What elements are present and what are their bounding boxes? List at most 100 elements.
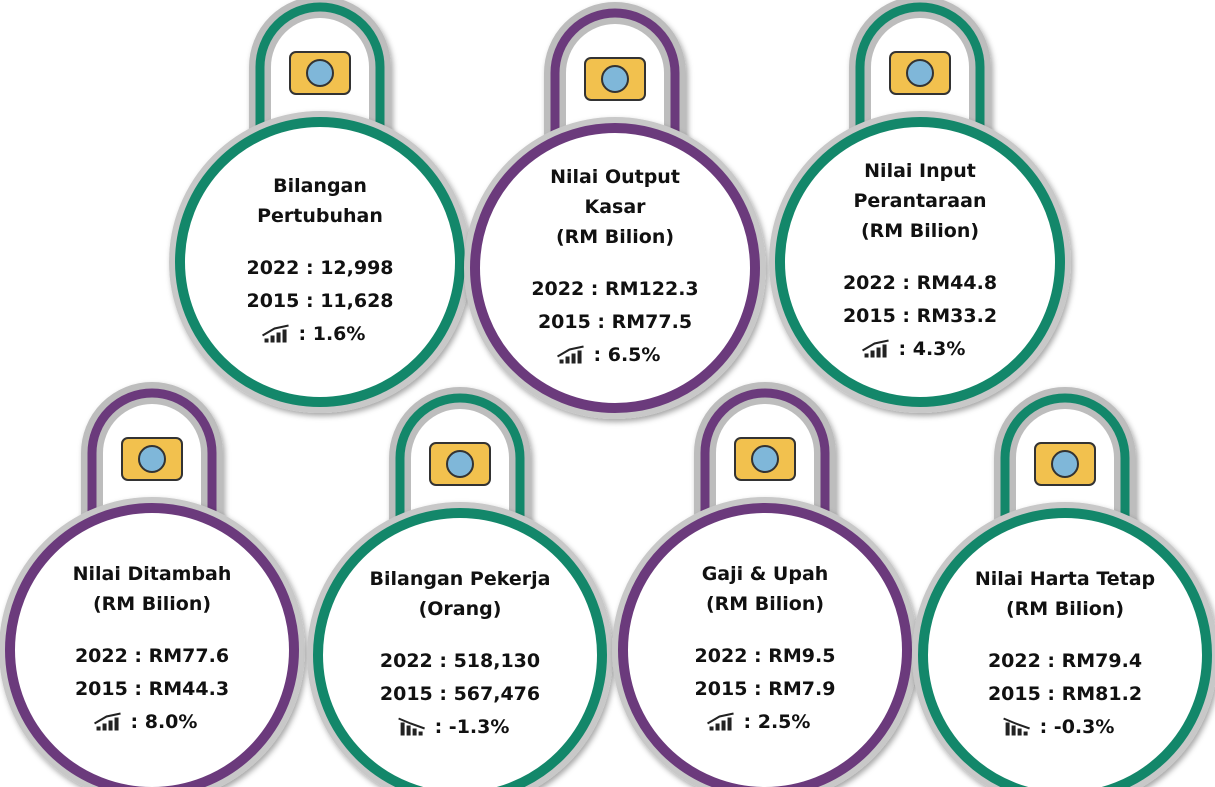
icon-shape <box>306 59 334 87</box>
trend-bar <box>1005 722 1010 736</box>
card-title: Nilai Harta Tetap <box>975 568 1155 590</box>
tab <box>255 2 385 152</box>
growth-rate: : -0.3% <box>1040 716 1115 738</box>
trend-icon <box>557 345 584 364</box>
trend-bar <box>96 726 101 731</box>
stat-card: Nilai Harta Tetap (RM Bilion) 2022 : RM79.… <box>912 387 1215 787</box>
trend-line <box>398 717 425 730</box>
growth-rate: : 2.5% <box>744 711 811 733</box>
card-title: (RM Bilion) <box>556 226 674 248</box>
circle-ring <box>470 123 760 413</box>
trend-line <box>707 712 734 725</box>
trend-bar <box>406 725 411 736</box>
trend-bar <box>870 350 875 358</box>
trend-bar <box>571 353 576 364</box>
trend-bar <box>559 359 564 364</box>
tab <box>395 393 525 543</box>
trend-bar <box>412 728 417 736</box>
trend-bar <box>270 335 275 343</box>
value-2022: 2022 : RM122.3 <box>531 278 698 300</box>
icon-shape <box>138 445 166 473</box>
trend-line <box>1003 717 1030 730</box>
icon-shape <box>906 59 934 87</box>
card-title: Nilai Output <box>550 166 680 188</box>
stat-card: Nilai Input Perantaraan (RM Bilion) 2022 : … <box>769 0 1071 413</box>
trend-bar <box>400 722 405 736</box>
trend-line <box>262 324 289 337</box>
card-title: (RM Bilion) <box>93 593 211 615</box>
stat-card: Nilai Output Kasar (RM Bilion) 2022 : RM122… <box>464 2 766 419</box>
tab-icon <box>584 57 646 101</box>
trend-bar <box>102 723 107 731</box>
value-2015: 2015 : 567,476 <box>380 683 540 705</box>
trend-bar <box>876 347 881 358</box>
tab-icon <box>429 442 491 486</box>
trend-bar <box>1023 731 1028 736</box>
card-title: Gaji & Upah <box>702 563 829 585</box>
tab <box>700 388 830 538</box>
trend-bar <box>882 344 887 358</box>
trend-bar <box>727 717 732 731</box>
growth-rate: : 4.3% <box>899 338 966 360</box>
tab-icon <box>1034 442 1096 486</box>
trend-bar <box>709 726 714 731</box>
trend-bar <box>715 723 720 731</box>
card-title: (RM Bilion) <box>1006 598 1124 620</box>
circle-ring <box>618 503 912 787</box>
trend-bar <box>108 720 113 731</box>
value-2022: 2022 : RM79.4 <box>988 650 1142 672</box>
tab <box>550 8 680 158</box>
stat-card: Bilangan Pekerja (Orang) 2022 : 518,130 201… <box>307 387 613 787</box>
trend-icon <box>707 712 734 731</box>
trend-bar <box>1011 725 1016 736</box>
card-title: (Orang) <box>419 598 502 620</box>
tab <box>1000 393 1130 543</box>
card-title: Nilai Input <box>864 160 976 182</box>
growth-rate: : 6.5% <box>594 344 661 366</box>
card-title: (RM Bilion) <box>706 593 824 615</box>
value-2015: 2015 : RM33.2 <box>843 305 997 327</box>
circle-ring <box>175 117 465 407</box>
stat-card: Gaji & Upah (RM Bilion) 2022 : RM9.5 2015 :… <box>612 382 918 787</box>
trend-bar <box>721 720 726 731</box>
circle-ring <box>5 503 299 787</box>
icon-shape <box>1051 450 1079 478</box>
trend-icon <box>862 339 889 358</box>
trend-bar <box>276 332 281 343</box>
trend-bar <box>282 329 287 343</box>
trend-bar <box>264 338 269 343</box>
trend-bar <box>565 356 570 364</box>
trend-line <box>557 345 584 358</box>
tab <box>87 388 217 538</box>
trend-icon <box>262 324 289 343</box>
stat-card: Bilangan Pertubuhan 2022 : 12,998 2015 : 11… <box>169 0 471 413</box>
card-title: Nilai Ditambah <box>73 563 232 585</box>
value-2022: 2022 : 518,130 <box>380 650 540 672</box>
trend-bar <box>1017 728 1022 736</box>
trend-bar <box>577 350 582 364</box>
tab-icon <box>889 51 951 95</box>
value-2015: 2015 : RM81.2 <box>988 683 1142 705</box>
growth-rate: : -1.3% <box>435 716 510 738</box>
icon-shape <box>446 450 474 478</box>
trend-bar <box>114 717 119 731</box>
value-2015: 2015 : RM77.5 <box>538 311 692 333</box>
circle-ring <box>313 508 607 787</box>
stat-card: Nilai Ditambah (RM Bilion) 2022 : RM77.6 20… <box>0 382 305 787</box>
value-2022: 2022 : RM9.5 <box>695 645 836 667</box>
trend-line <box>94 712 121 725</box>
icon-shape <box>751 445 779 473</box>
card-title: Bilangan <box>273 175 367 197</box>
value-2015: 2015 : RM44.3 <box>75 678 229 700</box>
circle-ring <box>775 117 1065 407</box>
value-2015: 2015 : RM7.9 <box>695 678 836 700</box>
value-2022: 2022 : RM44.8 <box>843 272 997 294</box>
card-title: (RM Bilion) <box>861 220 979 242</box>
icon-shape <box>601 65 629 93</box>
circle-ring <box>918 508 1212 787</box>
card-title: Kasar <box>584 196 646 218</box>
trend-line <box>862 339 889 352</box>
trend-icon <box>94 712 121 731</box>
trend-bar <box>864 353 869 358</box>
value-2022: 2022 : 12,998 <box>246 257 393 279</box>
